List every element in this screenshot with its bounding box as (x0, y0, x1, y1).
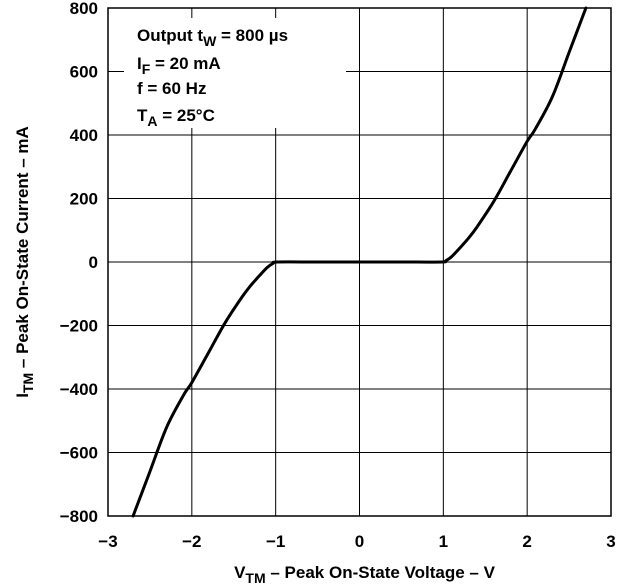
x-axis-title: VTM – Peak On-State Voltage – V (234, 563, 495, 585)
condition-line-1: IF = 20 mA (137, 54, 221, 77)
y-tick-label: 800 (70, 0, 98, 18)
series-group (131, 6, 588, 518)
series-line-0 (131, 6, 588, 518)
y-tick-label: −600 (60, 444, 98, 463)
x-tick-label: −3 (98, 532, 117, 551)
plot-frame (107, 7, 612, 517)
x-tick-label: 2 (522, 532, 531, 551)
conditions-box: Output tW = 800 µs IF = 20 mA f = 60 Hz TA … (124, 18, 346, 129)
x-tick-label: 3 (606, 532, 615, 551)
y-tick-label: −200 (60, 317, 98, 336)
y-axis-title: ITM – Peak On-State Current – mA (13, 126, 36, 398)
conditions-background (124, 18, 346, 128)
y-tick-label: −800 (60, 507, 98, 526)
tick-labels: −3 −2 −1 0 1 2 3 −800 −600 −400 −200 0 200 400 600 800 (60, 0, 616, 551)
condition-line-2: f = 60 Hz (137, 79, 206, 98)
y-tick-label: 400 (70, 126, 98, 145)
y-tick-label: 200 (70, 190, 98, 209)
x-tick-label: 1 (439, 532, 448, 551)
y-tick-label: −400 (60, 380, 98, 399)
condition-line-0: Output tW = 800 µs (137, 26, 288, 49)
x-tick-label: −2 (182, 532, 201, 551)
condition-line-3: TA = 25°C (137, 106, 215, 129)
x-tick-label: 0 (355, 532, 364, 551)
axis-titles: VTM – Peak On-State Voltage – V ITM – Pea… (13, 126, 496, 585)
x-tick-label: −1 (266, 532, 285, 551)
y-tick-label: 0 (89, 253, 98, 272)
y-tick-label: 600 (70, 63, 98, 82)
